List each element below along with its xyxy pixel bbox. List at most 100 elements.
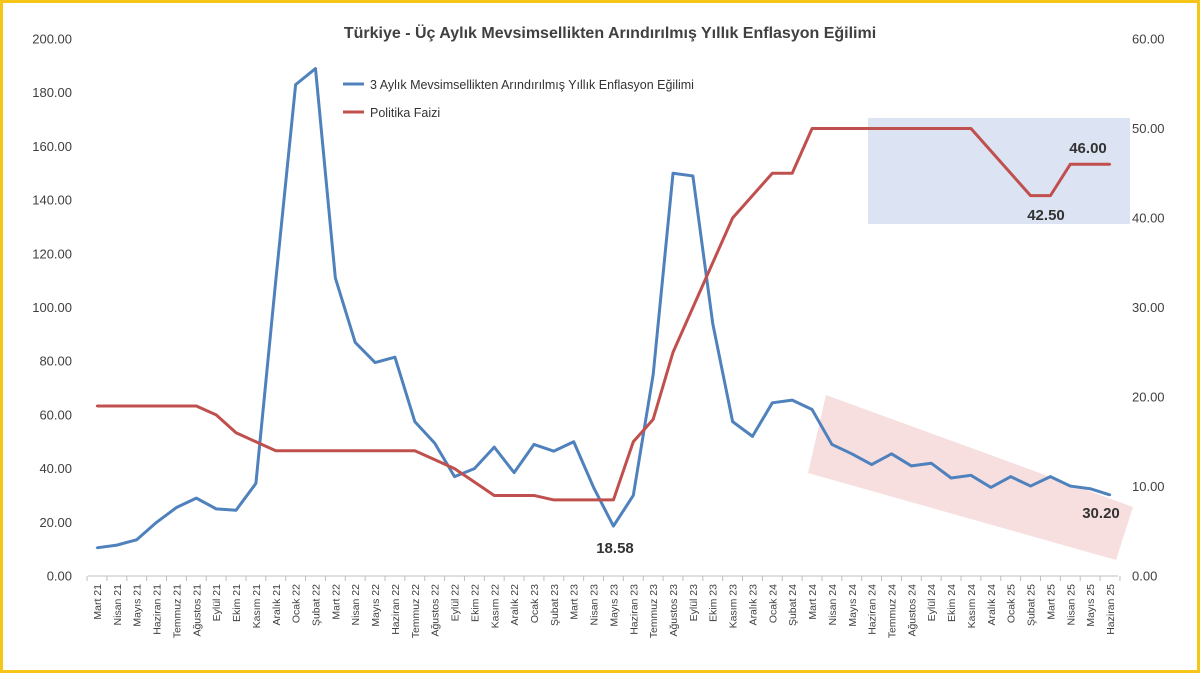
x-tick-label: Temmuz 23 xyxy=(648,584,660,638)
inflation-point xyxy=(969,474,973,477)
inflation-point xyxy=(373,361,377,364)
inflation-point xyxy=(135,538,138,541)
inflation-point xyxy=(890,452,893,456)
x-tick-label: Mayıs 24 xyxy=(847,584,859,627)
x-tick-label: Ekim 24 xyxy=(946,584,958,622)
policy-rate-point xyxy=(771,172,774,175)
x-tick-label: Ağustos 23 xyxy=(668,584,680,637)
policy-rate-point xyxy=(830,127,834,130)
policy-rate-point xyxy=(373,449,377,452)
y-left-tick-label: 140.00 xyxy=(32,193,72,208)
policy-rate-point xyxy=(115,404,119,408)
inflation-point xyxy=(155,521,158,524)
x-tick-label: Haziran 25 xyxy=(1105,584,1117,635)
x-tick-label: Mayıs 21 xyxy=(132,584,144,627)
y-left-tick-label: 20.00 xyxy=(39,515,72,530)
inflation-point xyxy=(195,496,198,500)
policy-rate-point xyxy=(214,413,218,417)
inflation-point xyxy=(532,443,536,446)
x-tick-label: Mayıs 23 xyxy=(608,584,620,627)
x-tick-label: Ocak 23 xyxy=(529,584,541,623)
x-tick-label: Ağustos 21 xyxy=(191,584,203,637)
policy-rate-point xyxy=(512,494,516,497)
inflation-point xyxy=(413,420,417,423)
inflation-point xyxy=(1049,475,1052,478)
y-left-tick-label: 0.00 xyxy=(47,569,72,584)
right-axis: 0.00 10.00 20.00 30.00 40.00 50.00 60.00 xyxy=(1132,32,1165,584)
policy-rate-point xyxy=(651,418,655,421)
inflation-point xyxy=(632,494,635,497)
inflation-series-line xyxy=(96,67,1111,550)
inflation-point xyxy=(691,174,695,178)
inflation-point xyxy=(592,486,595,489)
policy-rate-point xyxy=(592,498,595,502)
x-tick-label: Aralık 22 xyxy=(509,584,521,626)
inflation-point xyxy=(612,524,615,528)
inflation-point xyxy=(354,341,357,344)
policy-rate-point xyxy=(413,449,417,452)
left-axis: 0.00 20.00 40.00 60.00 80.00 100.00 120.00 140.… xyxy=(32,32,72,584)
chart-title: Türkiye - Üç Aylık Mevsimsellikten Arınd… xyxy=(344,23,876,42)
inflation-point xyxy=(234,509,238,512)
policy-rate-point xyxy=(870,127,873,130)
y-right-tick-label: 60.00 xyxy=(1132,32,1165,47)
policy-rate-series-line xyxy=(97,127,1110,502)
x-tick-label: Nisan 23 xyxy=(589,584,601,626)
x-tick-label: Ağustos 22 xyxy=(430,584,442,637)
inflation-point xyxy=(393,355,397,359)
x-axis-ticks xyxy=(86,576,1121,581)
x-tick-label: Mart 22 xyxy=(330,584,342,620)
x-tick-label: Haziran 21 xyxy=(152,584,164,635)
x-axis-labels: Mart 21 Nisan 21 Mayıs 21 Haziran 21 Temmuz … xyxy=(92,584,1117,638)
inflation-point xyxy=(1108,493,1112,497)
annotation-42-50: 42.50 xyxy=(1027,207,1065,224)
x-tick-label: Nisan 25 xyxy=(1065,584,1077,626)
inflation-point xyxy=(989,486,993,489)
x-tick-label: Mart 21 xyxy=(92,584,104,620)
inflation-point xyxy=(572,440,575,443)
policy-rate-point xyxy=(1069,163,1072,166)
inflation-point xyxy=(175,506,178,509)
inflation-trend-highlight-band xyxy=(808,395,1133,560)
y-left-tick-label: 200.00 xyxy=(32,32,72,47)
y-left-tick-label: 160.00 xyxy=(32,139,72,154)
inflation-point xyxy=(294,83,297,86)
y-right-tick-label: 50.00 xyxy=(1132,121,1165,136)
policy-rate-point xyxy=(354,449,357,452)
x-tick-label: Ağustos 24 xyxy=(906,584,918,637)
x-tick-label: Mart 23 xyxy=(569,584,581,620)
y-right-tick-label: 0.00 xyxy=(1132,569,1157,584)
inflation-point xyxy=(910,464,913,468)
annotation-18-58: 18.58 xyxy=(596,540,634,557)
x-tick-label: Mart 24 xyxy=(807,584,819,620)
x-tick-label: Temmuz 21 xyxy=(171,584,183,638)
annotation-46-00: 46.00 xyxy=(1069,140,1107,157)
inflation-point xyxy=(214,507,218,511)
inflation-point xyxy=(314,67,317,70)
x-tick-label: Haziran 23 xyxy=(628,584,640,635)
inflation-point xyxy=(1029,484,1032,488)
x-tick-label: Ocak 24 xyxy=(767,584,779,623)
x-tick-label: Ekim 21 xyxy=(231,584,243,622)
x-tick-label: Mart 25 xyxy=(1045,584,1057,620)
y-right-tick-label: 30.00 xyxy=(1132,300,1165,315)
policy-rate-highlight-box xyxy=(868,118,1130,224)
inflation-point xyxy=(751,435,754,438)
policy-rate-point xyxy=(810,127,814,130)
x-tick-label: Şubat 24 xyxy=(787,584,799,626)
policy-rate-point xyxy=(453,467,456,470)
y-right-tick-label: 40.00 xyxy=(1132,211,1165,226)
inflation-point xyxy=(790,398,794,402)
y-left-tick-label: 80.00 xyxy=(39,354,72,369)
inflation-point xyxy=(95,546,99,550)
policy-rate-point xyxy=(1088,163,1092,166)
policy-rate-point xyxy=(135,404,138,408)
policy-rate-point xyxy=(393,449,397,452)
y-left-tick-label: 180.00 xyxy=(32,85,72,100)
policy-rate-point xyxy=(473,480,476,484)
x-tick-label: Aralık 24 xyxy=(986,584,998,626)
y-left-tick-label: 120.00 xyxy=(32,246,72,261)
x-tick-label: Nisan 22 xyxy=(350,584,362,626)
policy-rate-point xyxy=(234,431,238,434)
